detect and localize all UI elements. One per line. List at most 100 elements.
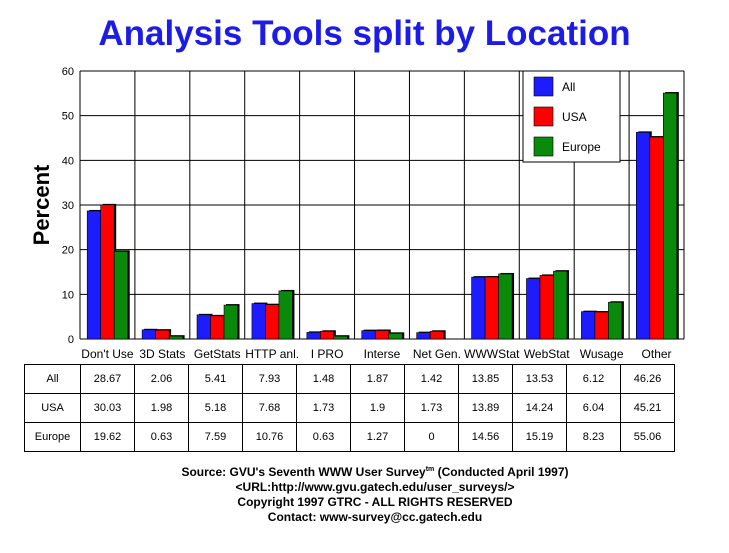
table-cell: 5.18 <box>188 393 243 423</box>
bar-usa <box>484 276 499 340</box>
bar-usa <box>265 304 280 340</box>
table-cell: 7.68 <box>242 393 297 423</box>
table-cell: 13.89 <box>458 393 513 423</box>
x-tick-label: Interse <box>364 347 401 361</box>
x-tick-label: Net Gen. <box>413 347 461 361</box>
table-cell: 1.27 <box>350 422 405 452</box>
table-cell: 14.24 <box>512 393 567 423</box>
bar-all <box>251 303 266 340</box>
table-cell: 28.67 <box>80 364 135 394</box>
source-url: <URL:http://www.gvu.gatech.edu/user_surv… <box>235 480 515 494</box>
copyright: Copyright 1997 GTRC - ALL RIGHTS RESERVE… <box>237 495 513 509</box>
bar-all <box>581 311 596 340</box>
table-cell: 1.73 <box>404 393 459 423</box>
bar-all <box>471 276 486 340</box>
bar-usa <box>100 204 115 340</box>
table-row: USA 30.03 1.98 5.18 7.68 1.73 1.9 1.73 13.89 14.2… <box>24 393 675 423</box>
legend-label: All <box>562 80 575 94</box>
bar-chart: 0 10 20 30 40 50 60 Don't Use 3D Stats GetStats H… <box>62 66 685 361</box>
bar-all <box>635 132 651 340</box>
legend-label: Europe <box>562 140 601 154</box>
bar-all <box>306 332 321 340</box>
table-row: Europe 19.62 0.63 7.59 10.76 0.63 1.27 0 14.56 15… <box>24 422 675 452</box>
source-line: Source: GVU's Seventh WWW User Surveytm … <box>0 462 729 480</box>
table-cell: 19.62 <box>80 422 135 452</box>
table-row-header: All <box>24 364 81 394</box>
chart-title: Analysis Tools split by Location <box>98 14 631 53</box>
table-cell: 0.63 <box>296 422 351 452</box>
x-tick-label: WebStat <box>524 347 570 361</box>
bar-europe <box>113 251 129 340</box>
bar-usa <box>210 315 225 340</box>
table-cell: 46.26 <box>620 364 675 394</box>
legend-label: USA <box>562 110 587 124</box>
bar-usa <box>429 330 444 340</box>
table-cell: 0.63 <box>134 422 189 452</box>
table-cell: 0 <box>404 422 459 452</box>
table-cell: 13.53 <box>512 364 567 394</box>
table-row-header: USA <box>24 393 81 423</box>
grid-lines <box>79 70 685 340</box>
table-cell: 55.06 <box>620 422 675 452</box>
bar-europe <box>553 270 568 340</box>
bar-usa <box>594 311 609 340</box>
table-cell: 45.21 <box>620 393 675 423</box>
x-tick-label: GetStats <box>194 347 241 361</box>
bar-usa <box>374 330 390 340</box>
table-cell: 1.48 <box>296 364 351 394</box>
table-row: All 28.67 2.06 5.41 7.93 1.48 1.87 1.42 13.85 13.… <box>24 364 675 394</box>
table-cell: 1.98 <box>134 393 189 423</box>
table-cell: 13.85 <box>458 364 513 394</box>
table-cell: 7.59 <box>188 422 243 452</box>
table-row-header: Europe <box>24 422 81 452</box>
table-cell: 6.04 <box>566 393 621 423</box>
bar-europe <box>278 290 293 340</box>
bar-europe <box>333 335 348 340</box>
x-tick-label: Other <box>642 347 672 361</box>
x-tick-label: WWWStat <box>464 347 520 361</box>
y-tick-label: 20 <box>62 245 74 257</box>
y-tick-label: 0 <box>68 334 74 346</box>
bar-europe <box>388 333 403 340</box>
bar-usa <box>649 136 664 340</box>
data-table: All 28.67 2.06 5.41 7.93 1.48 1.87 1.42 13.85 13.… <box>24 364 675 452</box>
table-cell: 15.19 <box>512 422 567 452</box>
y-tick-label: 40 <box>62 155 74 167</box>
bar-all <box>416 332 431 340</box>
bar-all <box>526 278 541 340</box>
bar-usa <box>320 330 335 340</box>
x-tick-label: 3D Stats <box>139 347 185 361</box>
table-cell: 14.56 <box>458 422 513 452</box>
y-tick-label: 10 <box>62 289 74 301</box>
table-cell: 2.06 <box>134 364 189 394</box>
contact: Contact: www-survey@cc.gatech.edu <box>267 510 483 524</box>
bar-europe <box>223 304 238 340</box>
legend-swatch <box>533 106 554 127</box>
y-axis-ticks: 0 10 20 30 40 50 60 <box>62 66 74 346</box>
x-tick-label: I PRO <box>311 347 344 361</box>
table-cell: 6.12 <box>566 364 621 394</box>
bar-all <box>361 330 376 340</box>
table-cell: 1.9 <box>350 393 405 423</box>
bar-usa <box>539 275 554 340</box>
legend-swatch <box>533 136 554 157</box>
x-tick-label: Don't Use <box>81 347 134 361</box>
bar-europe <box>168 335 183 340</box>
trademark-sup: tm <box>425 466 435 473</box>
bar-usa <box>155 329 170 340</box>
bar-all <box>196 314 211 340</box>
x-tick-label: HTTP anl. <box>245 347 299 361</box>
y-tick-label: 30 <box>62 200 74 212</box>
table-cell: 1.73 <box>296 393 351 423</box>
x-tick-label: Wusage <box>580 347 624 361</box>
table-cell: 7.93 <box>242 364 297 394</box>
bar-all <box>86 210 102 340</box>
bar-europe <box>608 301 623 340</box>
legend-swatch <box>533 76 554 97</box>
table-cell: 30.03 <box>80 393 135 423</box>
bar-europe <box>498 273 513 340</box>
source-text: Source: GVU's Seventh WWW User Survey <box>181 465 426 479</box>
table-cell: 8.23 <box>566 422 621 452</box>
x-axis-ticks: Don't Use 3D Stats GetStats HTTP anl. I PRO I… <box>81 347 671 361</box>
bar-all <box>141 329 156 340</box>
